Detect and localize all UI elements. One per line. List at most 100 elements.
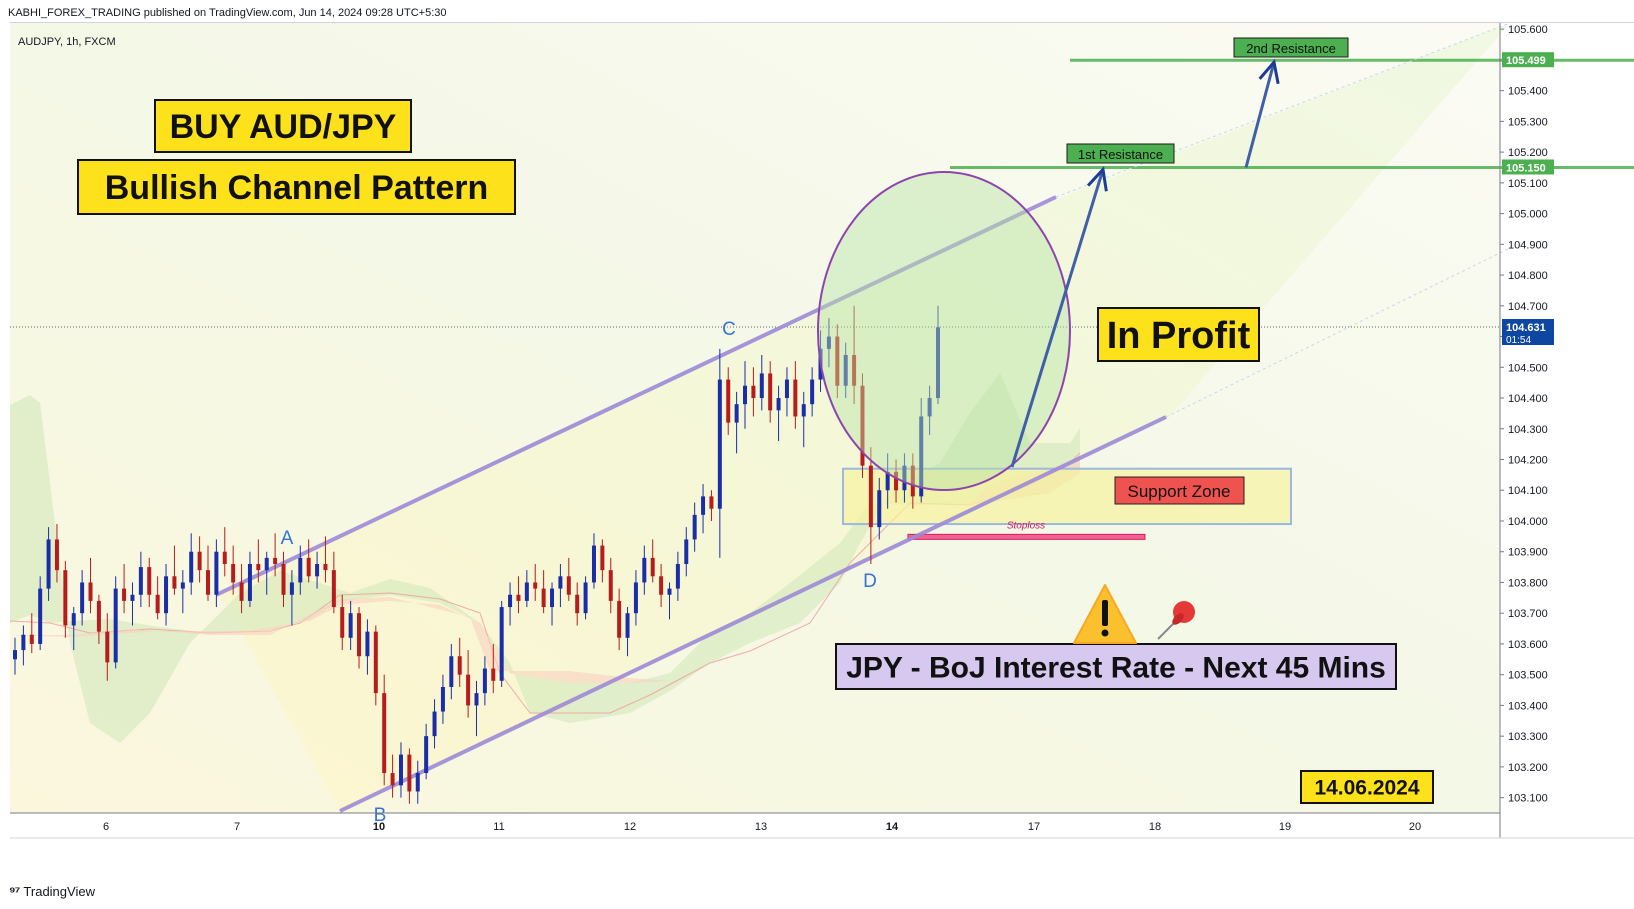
candle-body [96,600,101,632]
candle-body [348,613,353,638]
warning-dot [1101,629,1109,637]
candle-body [222,551,227,565]
candle-body [239,582,244,601]
candle-body [424,736,429,774]
price-tick-label: 103.700 [1508,608,1548,620]
stoploss-label: Stoploss [1007,520,1045,531]
title-text: BUY AUD/JPY [170,108,397,146]
candle-body [550,588,555,608]
candle-body [860,385,865,466]
candle-body [743,385,748,405]
candle-body [936,327,940,399]
candle-body [289,582,294,595]
price-tick-label: 103.100 [1508,793,1548,805]
candle-body [264,557,269,571]
price-label-last-countdown: 01:54 [1506,335,1531,346]
candle-body [675,564,680,589]
candle-body [164,576,169,614]
candle-body [868,465,873,528]
candle-body [180,582,185,589]
resistance-1-box[interactable] [1066,143,1175,164]
candle-body [482,668,487,694]
pin-collar [1172,613,1184,625]
candle-body [247,564,252,601]
subtitle-box[interactable] [77,159,516,215]
boj-event-box[interactable] [835,643,1397,690]
profit-circle[interactable] [817,171,1071,491]
candle-body [281,564,286,595]
time-tick-label: 7 [234,821,240,833]
candle-body [650,557,655,577]
candle-body [474,693,479,706]
price-label-105150: 105.150 [1506,162,1546,174]
resistance-2-label: 2nd Resistance [1246,41,1336,56]
candle-body [449,656,454,687]
pin-needle [1157,620,1177,640]
candle-body [910,465,915,497]
tradingview-footer[interactable]: ⁹⁷ TradingView [9,883,95,899]
candle-body [54,539,59,571]
candle-body [927,398,932,417]
price-tick-label: 104.500 [1508,362,1548,374]
support-zone-box[interactable] [1114,476,1245,505]
candle-body [46,539,51,589]
date-box[interactable] [1300,770,1434,804]
candle-body [172,576,177,589]
target-1-arrow-head [1086,166,1108,192]
target-1-arrow[interactable] [1010,169,1105,468]
candle-body [591,545,596,583]
candle-body [843,354,848,386]
candle-body [558,576,563,589]
candle-body [256,564,261,571]
candle-body [701,496,706,515]
candle-body [717,379,722,509]
candle-body [21,634,26,651]
candle-body [894,471,899,491]
resistance-2-box[interactable] [1233,37,1349,58]
chart-frame[interactable]: Stoploss 2nd Resistance 1st Resistance Sup… [10,22,1634,873]
candle-body [852,354,857,386]
stoploss-line[interactable] [907,533,1146,540]
candle-body [88,582,93,601]
candle-body [122,588,127,601]
candle-body [205,570,210,595]
price-label-last-bg [1502,319,1554,346]
candle-body [71,613,76,626]
support-zone-label: Support Zone [1127,482,1230,501]
time-tick-label: 12 [624,821,636,833]
time-tick-label: 13 [755,821,767,833]
candle-body [608,570,613,601]
price-label-105499: 105.499 [1506,55,1546,67]
price-tick-label: 103.400 [1508,700,1548,712]
target-2-arrow[interactable] [1244,61,1276,168]
candle-body [801,404,806,417]
candle-body [38,588,43,644]
candle-body [835,336,840,386]
candle-body [885,471,890,491]
price-tick-label: 105.000 [1508,209,1548,221]
chart-svg[interactable]: Stoploss 2nd Resistance 1st Resistance Sup… [10,23,1634,873]
candle-body [390,773,395,786]
candle-body [331,570,336,608]
candle-body [315,564,320,577]
channel-upper-line[interactable] [215,195,1057,597]
candle-body [105,631,110,663]
resistance-1-label: 1st Resistance [1078,147,1163,162]
candle-body [407,754,412,792]
candle-body [189,551,194,583]
channel-lower-line[interactable] [339,415,1167,813]
candle-body [306,557,311,577]
candle-body [499,607,504,681]
candle-body [533,582,538,589]
subtitle-text: Bullish Channel Pattern [105,169,489,207]
candle-body [633,582,638,614]
candle-body [709,496,714,509]
channel-fill [220,23,1510,811]
in-profit-box[interactable] [1097,307,1260,362]
title-box[interactable] [154,99,412,153]
candle-body [902,465,907,491]
candle-body [877,490,882,528]
candle-body [29,634,34,644]
candle-body [113,588,118,663]
candle-body [726,379,731,423]
